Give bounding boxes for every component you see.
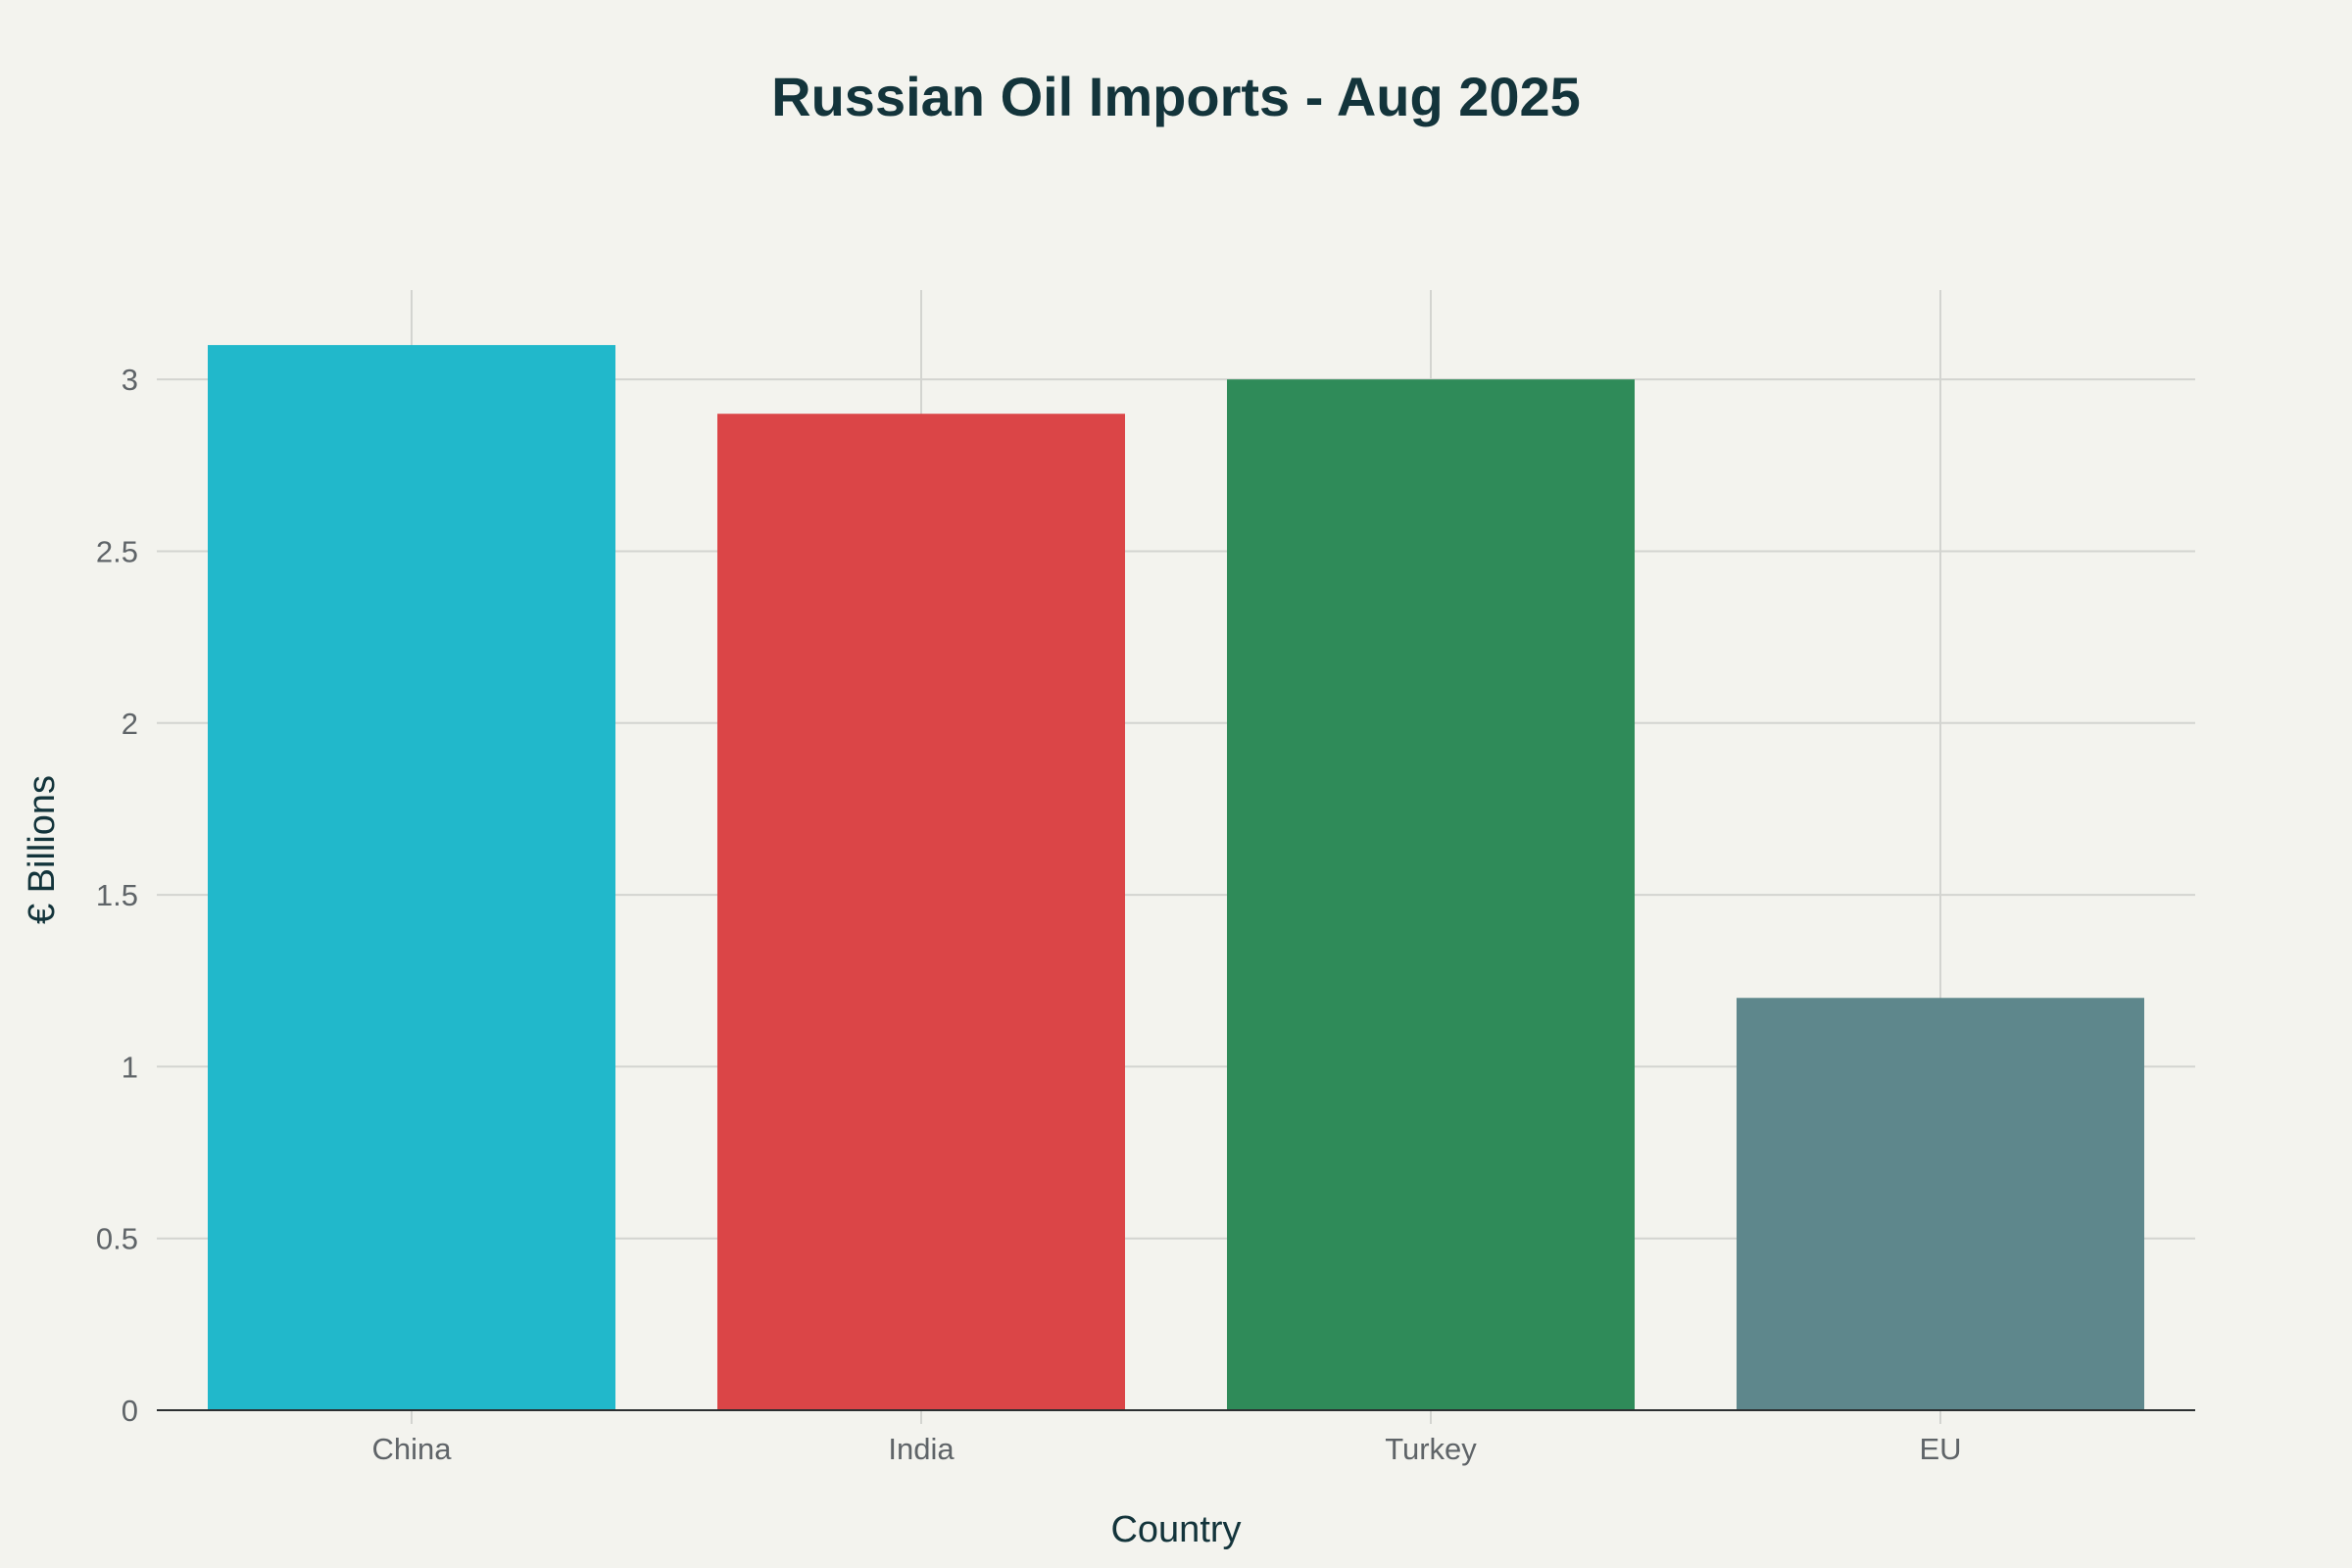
y-tick-label: 1.5 bbox=[96, 878, 138, 912]
x-tick-label: China bbox=[372, 1432, 453, 1466]
y-tick-label: 0 bbox=[122, 1394, 138, 1428]
y-tick-labels: 0 0.5 1 1.5 2 2.5 3 bbox=[96, 363, 138, 1428]
y-tick-label: 0.5 bbox=[96, 1222, 138, 1256]
bar-india bbox=[717, 414, 1125, 1411]
bars bbox=[208, 345, 2144, 1411]
x-axis-title: Country bbox=[1110, 1509, 1241, 1550]
x-tick-label: EU bbox=[1919, 1432, 1961, 1466]
y-tick-label: 1 bbox=[122, 1050, 138, 1084]
chart-title: Russian Oil Imports - Aug 2025 bbox=[771, 66, 1581, 127]
y-tick-label: 2 bbox=[122, 707, 138, 741]
x-tick-label: India bbox=[888, 1432, 955, 1466]
y-axis-title: € Billions bbox=[22, 775, 63, 924]
bar-eu bbox=[1737, 998, 2144, 1410]
x-tick-label: Turkey bbox=[1385, 1432, 1477, 1466]
bar-china bbox=[208, 345, 615, 1410]
bar-turkey bbox=[1227, 379, 1635, 1410]
y-tick-label: 2.5 bbox=[96, 534, 138, 568]
y-tick-label: 3 bbox=[122, 363, 138, 397]
x-tick-labels: China India Turkey EU bbox=[372, 1432, 1962, 1466]
